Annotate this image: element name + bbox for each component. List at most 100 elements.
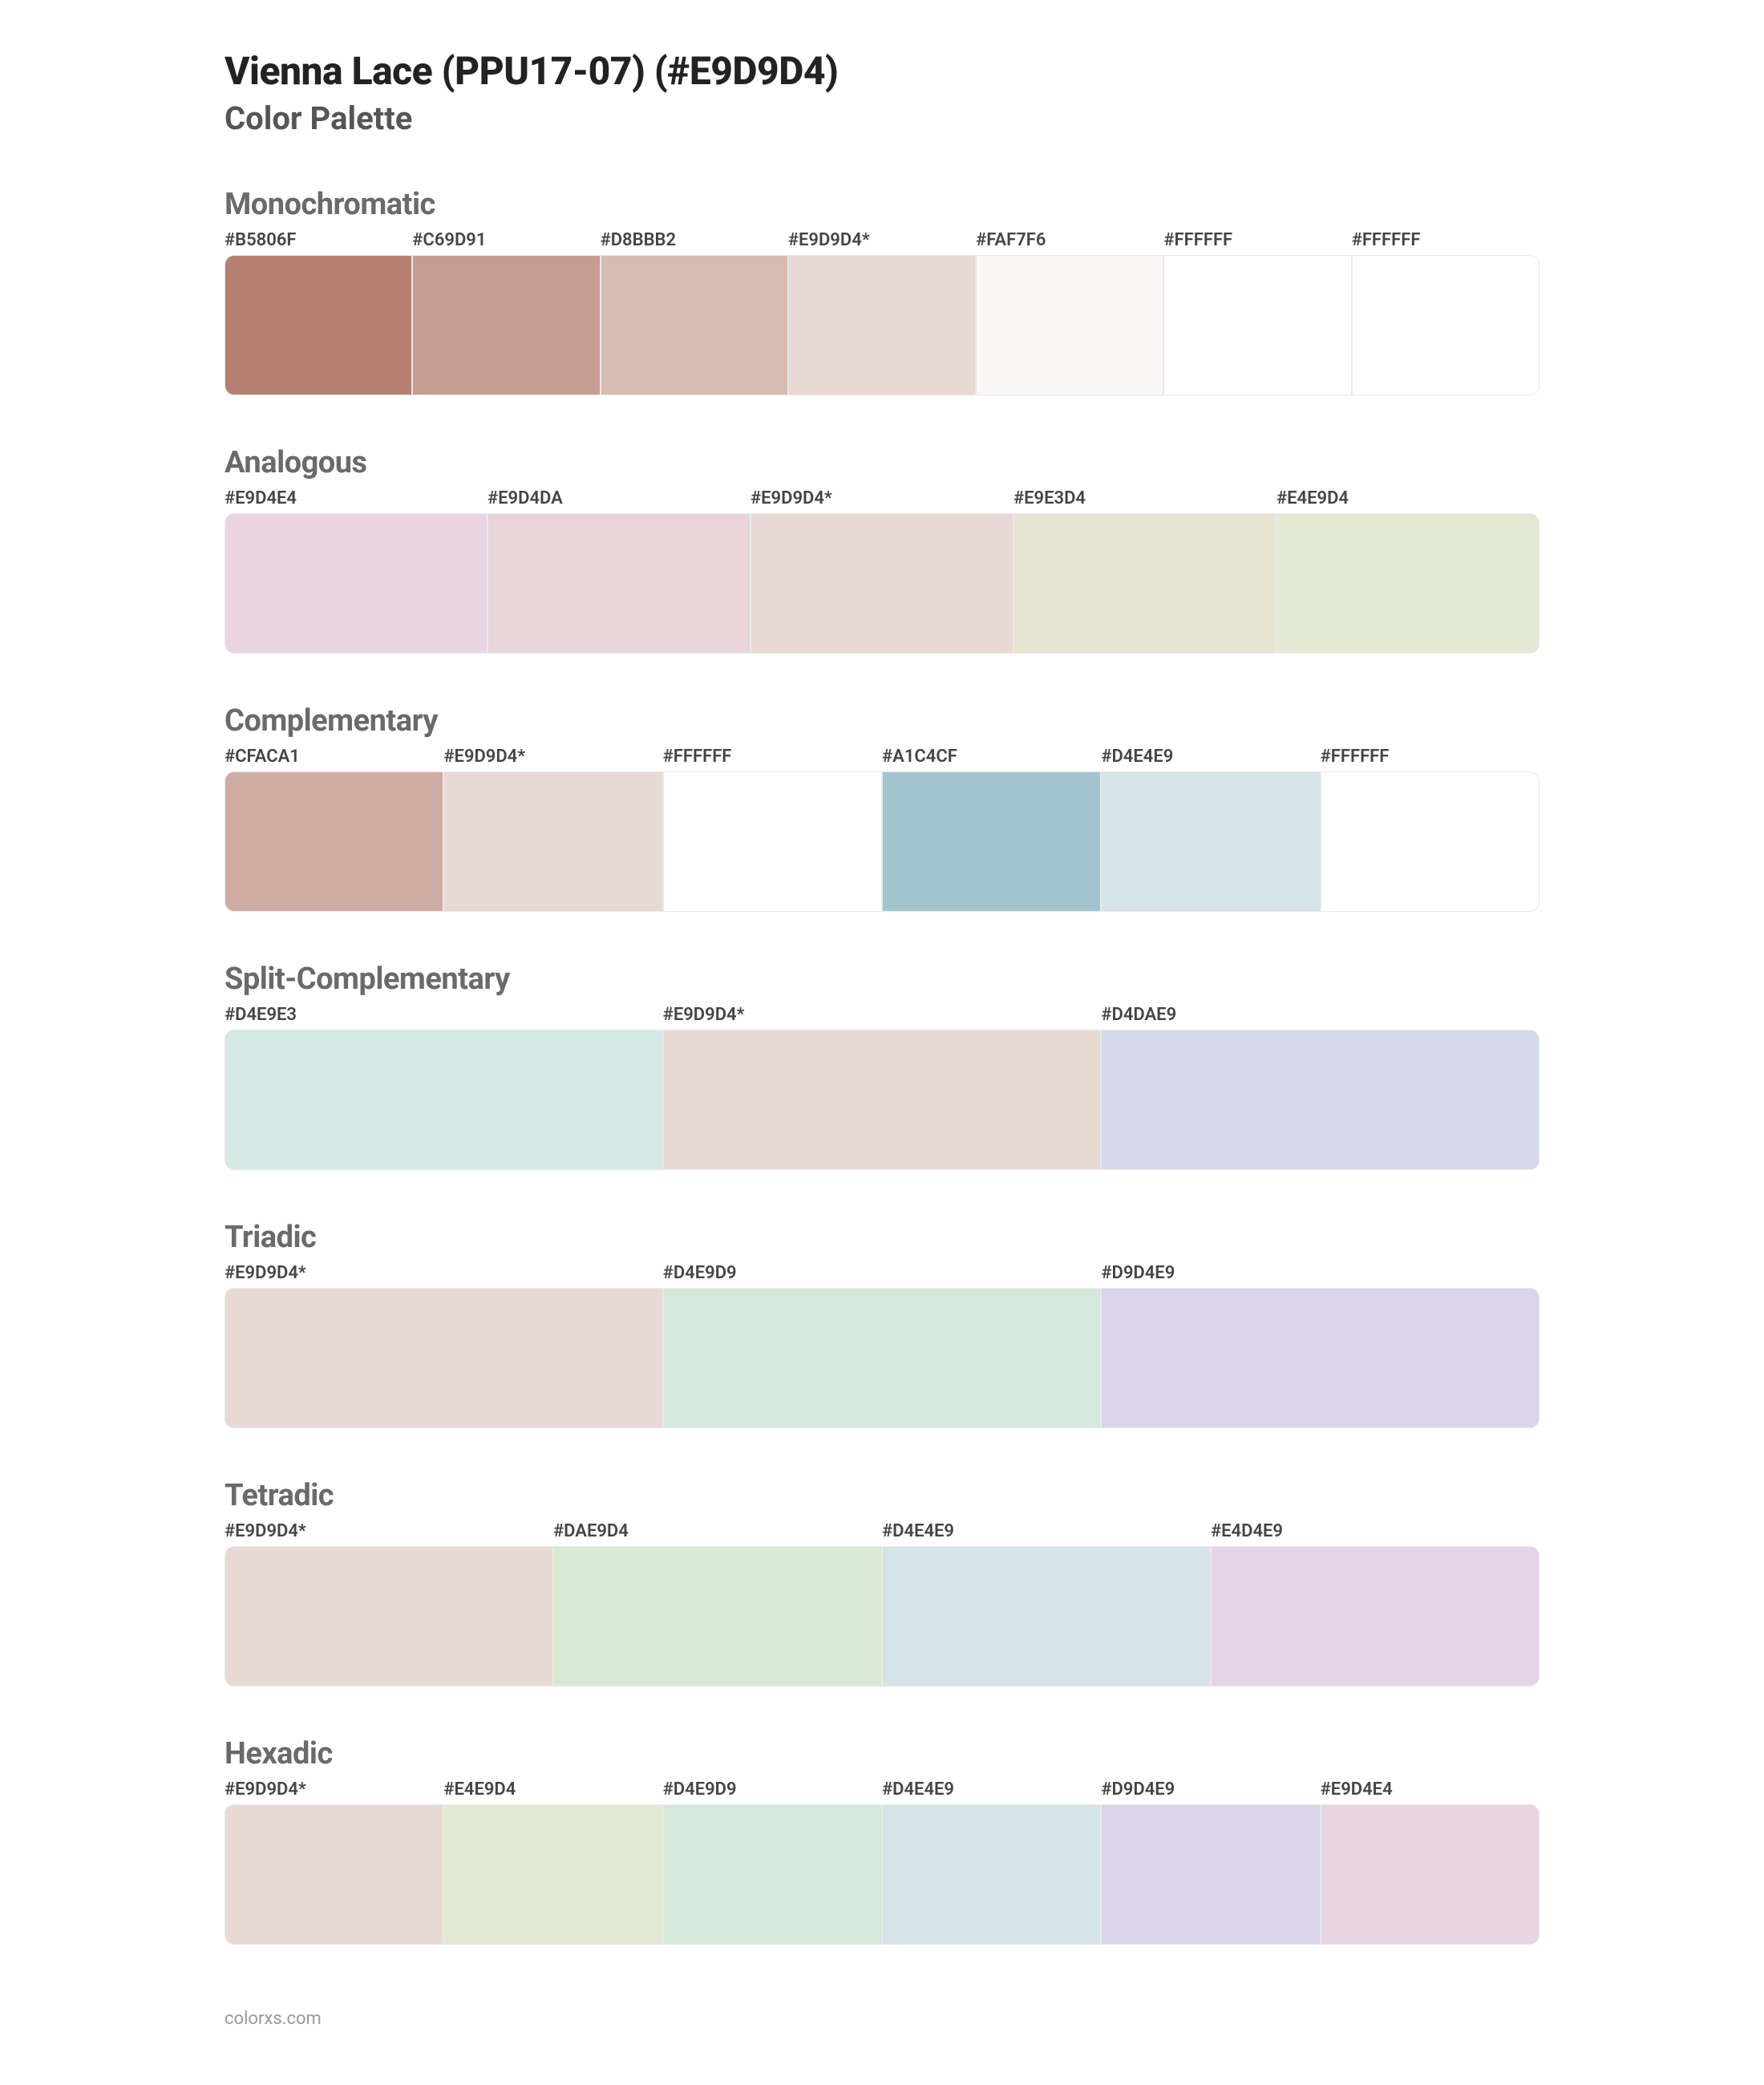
swatch-block[interactable] [1352, 255, 1539, 395]
swatch-block[interactable] [225, 255, 412, 395]
color-swatch[interactable]: #E9D4E4 [1321, 1779, 1539, 1945]
color-swatch[interactable]: #D4DAE9 [1101, 1005, 1539, 1170]
palette-section: Triadic#E9D9D4*#D4E9D9#D9D4E9 [225, 1220, 1539, 1428]
swatch-hex-label: #A1C4CF [882, 747, 1101, 767]
swatch-block[interactable] [882, 1546, 1211, 1686]
palette-section: Analogous #E9D4E4#E9D4DA#E9D9D4*#E9E3D4#E… [225, 445, 1539, 654]
swatch-block[interactable] [663, 1288, 1102, 1428]
color-swatch[interactable]: #FFFFFF [1352, 230, 1539, 395]
color-swatch[interactable]: #E9D4DA [488, 488, 751, 654]
swatch-hex-label: #E4E9D4 [1276, 488, 1539, 508]
color-swatch[interactable]: #E9D9D4* [225, 1521, 553, 1686]
swatch-block[interactable] [225, 771, 443, 912]
swatch-hex-label: #D9D4E9 [1101, 1779, 1320, 1800]
color-swatch[interactable]: #E9D9D4* [443, 747, 662, 912]
swatch-block[interactable] [751, 513, 1013, 654]
swatch-block[interactable] [788, 255, 976, 395]
palette-section: Hexadic#E9D9D4*#E4E9D4#D4E9D9#D4E4E9#D9D… [225, 1736, 1539, 1945]
color-swatch[interactable]: #D4E9D9 [663, 1263, 1102, 1428]
color-swatch[interactable]: #E9D9D4* [663, 1005, 1102, 1170]
footer-credit: colorxs.com [225, 2009, 1539, 2029]
swatch-block[interactable] [412, 255, 600, 395]
swatch-row: #E9D9D4*#DAE9D4#D4E4E9#E4D4E9 [225, 1521, 1539, 1686]
color-swatch[interactable]: #E9D9D4* [751, 488, 1013, 654]
swatch-block[interactable] [663, 771, 882, 912]
color-swatch[interactable]: #D9D4E9 [1101, 1779, 1320, 1945]
swatch-block[interactable] [882, 771, 1101, 912]
swatch-block[interactable] [1101, 1288, 1539, 1428]
color-swatch[interactable]: #D4E4E9 [882, 1521, 1211, 1686]
color-swatch[interactable]: #D4E4E9 [1101, 747, 1320, 912]
section-title: Complementary [225, 703, 1539, 739]
swatch-hex-label: #D4DAE9 [1101, 1005, 1539, 1025]
swatch-block[interactable] [225, 1288, 663, 1428]
color-swatch[interactable]: #D4E4E9 [882, 1779, 1101, 1945]
page-title: Vienna Lace (PPU17-07) (#E9D9D4) [225, 48, 1539, 95]
section-title: Analogous [225, 445, 1539, 480]
swatch-block[interactable] [1276, 513, 1539, 654]
swatch-row: #E9D4E4#E9D4DA#E9D9D4*#E9E3D4#E4E9D4 [225, 488, 1539, 654]
swatch-block[interactable] [1163, 255, 1351, 395]
palette-section: Complementary#CFACA1#E9D9D4*#FFFFFF#A1C4… [225, 703, 1539, 912]
swatch-hex-label: #E9D9D4* [443, 747, 662, 767]
swatch-block[interactable] [553, 1546, 882, 1686]
swatch-hex-label: #E9D4E4 [1321, 1779, 1539, 1800]
swatch-block[interactable] [225, 1804, 443, 1945]
swatch-block[interactable] [1013, 513, 1276, 654]
page-subtitle: Color Palette [225, 99, 1539, 137]
swatch-block[interactable] [663, 1804, 882, 1945]
swatch-block[interactable] [488, 513, 751, 654]
color-swatch[interactable]: #E4E9D4 [443, 1779, 662, 1945]
swatch-block[interactable] [225, 1546, 553, 1686]
swatch-hex-label: #FAF7F6 [976, 230, 1163, 250]
color-swatch[interactable]: #E9E3D4 [1013, 488, 1276, 654]
swatch-hex-label: #E4D4E9 [1211, 1521, 1539, 1541]
swatch-block[interactable] [443, 1804, 662, 1945]
color-swatch[interactable]: #A1C4CF [882, 747, 1101, 912]
color-swatch[interactable]: #FAF7F6 [976, 230, 1163, 395]
swatch-block[interactable] [225, 513, 488, 654]
color-swatch[interactable]: #FFFFFF [1321, 747, 1539, 912]
swatch-block[interactable] [601, 255, 788, 395]
swatch-block[interactable] [1101, 1030, 1539, 1170]
section-title: Monochromatic [225, 187, 1539, 222]
swatch-block[interactable] [1211, 1546, 1539, 1686]
swatch-block[interactable] [225, 1030, 663, 1170]
swatch-block[interactable] [1101, 1804, 1320, 1945]
swatch-hex-label: #D4E4E9 [1101, 747, 1320, 767]
swatch-block[interactable] [882, 1804, 1101, 1945]
swatch-hex-label: #E9D4E4 [225, 488, 488, 508]
color-swatch[interactable]: #E9D9D4* [225, 1779, 443, 1945]
swatch-hex-label: #E9D9D4* [663, 1005, 1102, 1025]
swatch-hex-label: #D4E9D9 [663, 1263, 1102, 1283]
swatch-hex-label: #DAE9D4 [553, 1521, 882, 1541]
color-swatch[interactable]: #E9D4E4 [225, 488, 488, 654]
color-swatch[interactable]: #FFFFFF [663, 747, 882, 912]
swatch-block[interactable] [1321, 771, 1539, 912]
swatch-hex-label: #D9D4E9 [1101, 1263, 1539, 1283]
color-swatch[interactable]: #D8BBB2 [601, 230, 788, 395]
color-swatch[interactable]: #E4E9D4 [1276, 488, 1539, 654]
swatch-hex-label: #E9D9D4* [225, 1521, 553, 1541]
swatch-block[interactable] [1101, 771, 1320, 912]
color-swatch[interactable]: #C69D91 [412, 230, 600, 395]
color-swatch[interactable]: #E9D9D4* [788, 230, 976, 395]
color-swatch[interactable]: #B5806F [225, 230, 412, 395]
swatch-block[interactable] [443, 771, 662, 912]
color-swatch[interactable]: #CFACA1 [225, 747, 443, 912]
swatch-block[interactable] [663, 1030, 1102, 1170]
color-swatch[interactable]: #E4D4E9 [1211, 1521, 1539, 1686]
swatch-hex-label: #D4E9D9 [663, 1779, 882, 1800]
color-swatch[interactable]: #D4E9D9 [663, 1779, 882, 1945]
color-swatch[interactable]: #FFFFFF [1163, 230, 1351, 395]
color-swatch[interactable]: #D9D4E9 [1101, 1263, 1539, 1428]
swatch-block[interactable] [1321, 1804, 1539, 1945]
palette-section: Split-Complementary#D4E9E3#E9D9D4*#D4DAE… [225, 962, 1539, 1170]
swatch-row: #B5806F#C69D91#D8BBB2#E9D9D4*#FAF7F6#FFF… [225, 230, 1539, 395]
swatch-hex-label: #E9D9D4* [751, 488, 1013, 508]
color-swatch[interactable]: #D4E9E3 [225, 1005, 663, 1170]
color-swatch[interactable]: #E9D9D4* [225, 1263, 663, 1428]
swatch-block[interactable] [976, 255, 1163, 395]
swatch-hex-label: #FFFFFF [1321, 747, 1539, 767]
color-swatch[interactable]: #DAE9D4 [553, 1521, 882, 1686]
